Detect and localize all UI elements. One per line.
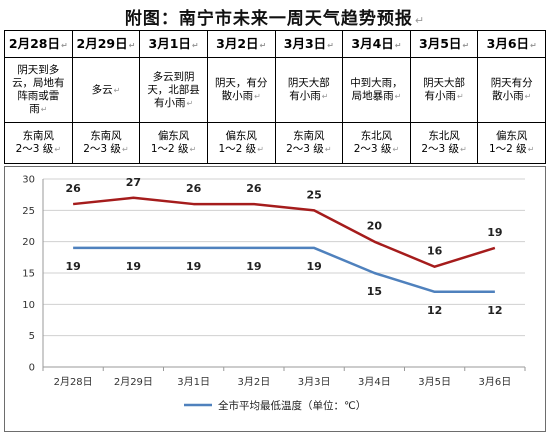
title-text: 附图：南宁市未来一周天气趋势预报	[124, 9, 413, 29]
temperature-chart: 0 5 10 15 20 25 30 2月28日 2月29日 3月1日 3月2日 3月3日 3月4日 3月…	[4, 166, 546, 432]
low-data-label: 19	[65, 260, 80, 273]
weather-cell: 阴天大部 有小雨↵	[409, 57, 479, 123]
date-row: 2月28日↵ 2月29日↵ 3月1日↵ 3月2日↵ 3月3日↵ 3月4日↵ 3月…	[4, 30, 546, 58]
low-data-label: 12	[427, 304, 442, 317]
chart-svg: 0 5 10 15 20 25 30 2月28日 2月29日 3月1日 3月2日 3月3日 3月4日 3月…	[22, 175, 526, 412]
high-data-label: 25	[306, 188, 321, 201]
weather-cell: 多云↵	[71, 57, 141, 123]
high-data-label: 26	[65, 182, 81, 195]
high-data-label: 16	[427, 245, 443, 258]
date-cell: 2月29日↵	[71, 30, 141, 58]
x-tick-label: 3月1日	[177, 376, 210, 388]
y-tick-label: 30	[22, 175, 35, 186]
x-tick-label: 3月5日	[418, 376, 451, 388]
legend-label: 全市平均最低温度（单位：℃）	[218, 399, 366, 412]
low-data-label: 19	[246, 260, 261, 273]
y-tick-label: 20	[22, 237, 35, 248]
date-cell: 3月3日↵	[274, 30, 344, 58]
date-cell: 2月28日↵	[4, 30, 73, 58]
weather-cell: 阴天，有分 散小雨↵	[206, 57, 276, 123]
date-cell: 3月6日↵	[477, 30, 546, 58]
high-data-label: 26	[186, 182, 202, 195]
x-tick-label: 3月3日	[298, 376, 331, 388]
wind-row: 东南风 2～3 级↵ 东南风 2～3 级↵ 偏东风 1～2 级↵ 偏东风 1～2 级↵ …	[4, 122, 546, 164]
wind-cell: 东南风 2～3 级↵	[4, 122, 73, 164]
wind-cell: 东南风 2～3 级↵	[71, 122, 141, 164]
x-tick-label: 2月29日	[114, 376, 153, 388]
forecast-table: 2月28日↵ 2月29日↵ 3月1日↵ 3月2日↵ 3月3日↵ 3月4日↵ 3月…	[4, 30, 546, 164]
y-tick-label: 25	[22, 206, 35, 217]
low-temp-line	[73, 246, 495, 294]
low-data-label: 15	[367, 285, 382, 298]
date-cell: 3月4日↵	[342, 30, 411, 58]
page-title: 附图：南宁市未来一周天气趋势预报 ↵	[0, 4, 550, 29]
date-cell: 3月1日↵	[139, 30, 208, 58]
date-cell: 3月5日↵	[409, 30, 479, 58]
high-data-label: 26	[246, 182, 262, 195]
y-tick-label: 15	[22, 269, 35, 280]
low-data-label: 19	[306, 260, 321, 273]
weather-cell: 阴天大部 有小雨↵	[274, 57, 344, 123]
weather-cell: 阴天有分 散小雨↵	[477, 57, 546, 123]
y-tick-label: 5	[29, 331, 35, 342]
high-data-label: 19	[487, 226, 502, 239]
weather-cell: 中到大雨， 局地暴雨↵	[342, 57, 411, 123]
y-tick-label: 10	[22, 300, 35, 311]
x-tick-label: 3月2日	[238, 376, 271, 388]
high-data-label: 20	[367, 220, 383, 233]
low-data-label: 12	[487, 304, 502, 317]
weather-cell: 多云到阴 天，北部县 有小雨↵	[139, 57, 208, 123]
wind-cell: 偏东风 1～2 级↵	[477, 122, 546, 164]
low-data-label: 19	[126, 260, 141, 273]
wind-cell: 偏东风 1～2 级↵	[206, 122, 276, 164]
x-tick-label: 3月4日	[358, 376, 391, 388]
date-cell: 3月2日↵	[206, 30, 276, 58]
high-data-label: 27	[126, 176, 141, 189]
low-data-label: 19	[186, 260, 201, 273]
y-tick-label: 0	[29, 363, 35, 374]
high-temp-line	[72, 196, 496, 268]
wind-cell: 东北风 2～3 级↵	[342, 122, 411, 164]
wind-cell: 东北风 2～3 级↵	[409, 122, 479, 164]
weather-cell: 阴天到多 云，局地有 阵雨或雷 雨↵	[4, 57, 73, 123]
wind-cell: 偏东风 1～2 级↵	[139, 122, 208, 164]
wind-cell: 东南风 2～3 级↵	[274, 122, 344, 164]
x-tick-label: 3月6日	[479, 376, 512, 388]
weather-row: 阴天到多 云，局地有 阵雨或雷 雨↵ 多云↵ 多云到阴 天，北部县 有小雨↵ 阴天，有分散…	[4, 57, 546, 123]
x-tick-label: 2月28日	[54, 376, 93, 388]
paragraph-mark: ↵	[414, 14, 426, 27]
